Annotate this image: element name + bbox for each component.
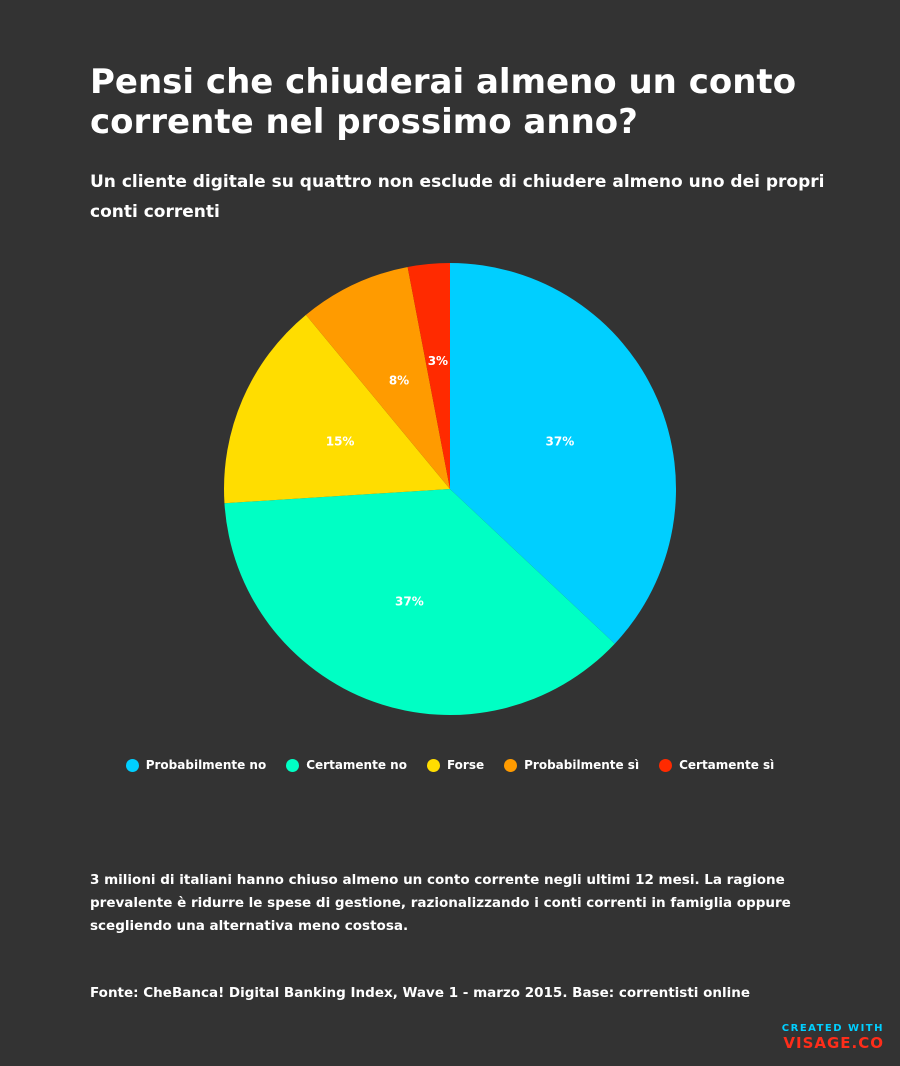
pie-slice-1[interactable] bbox=[224, 489, 615, 716]
pie-label-1: 37% bbox=[395, 595, 424, 609]
pie-slice-3[interactable] bbox=[305, 267, 450, 489]
legend-item-0[interactable]: Probabilmente no bbox=[125, 758, 267, 772]
pie-label-3: 8% bbox=[389, 374, 409, 388]
legend-dot-icon bbox=[426, 758, 440, 772]
chart-title: Pensi che chiuderai almeno un conto corr… bbox=[90, 62, 797, 142]
legend-item-3[interactable]: Probabilmente sì bbox=[504, 758, 639, 772]
pie-chart: 37% 37% 15% 8% 3% bbox=[224, 262, 677, 716]
legend-label: Certamente no bbox=[306, 758, 407, 772]
source-text: Fonte: CheBanca! Digital Banking Index, … bbox=[90, 985, 751, 1001]
legend-item-2[interactable]: Forse bbox=[426, 758, 485, 772]
pie-label-4: 3% bbox=[428, 354, 448, 368]
legend-dot-icon bbox=[286, 758, 300, 772]
legend-dot-icon bbox=[659, 758, 673, 772]
pie-label-0: 37% bbox=[546, 434, 575, 448]
legend-item-4[interactable]: Certamente sì bbox=[659, 758, 774, 772]
pie-label-2: 15% bbox=[326, 434, 355, 448]
legend-dot-icon bbox=[504, 758, 518, 772]
brand-logo[interactable]: CREATED WITH VISAGE.CO bbox=[782, 1024, 884, 1051]
brand-line-1: CREATED WITH bbox=[781, 1023, 884, 1034]
chart-legend: Probabilmente no Certamente no Forse Probab… bbox=[0, 758, 900, 772]
pie-slice-4[interactable] bbox=[407, 262, 450, 489]
pie-slice-2[interactable] bbox=[224, 314, 450, 504]
legend-label: Probabilmente no bbox=[145, 758, 267, 772]
legend-label: Certamente sì bbox=[679, 758, 775, 772]
brand-line-2: VISAGE.CO bbox=[783, 1034, 884, 1052]
chart-subtitle: Un cliente digitale su quattro non esclu… bbox=[90, 172, 825, 222]
legend-label: Forse bbox=[446, 758, 485, 772]
pie-slice-0[interactable] bbox=[450, 263, 677, 644]
legend-item-1[interactable]: Certamente no bbox=[286, 758, 407, 772]
legend-label: Probabilmente sì bbox=[524, 758, 640, 772]
note-text: 3 milioni di italiani hanno chiuso almen… bbox=[90, 872, 791, 934]
legend-dot-icon bbox=[125, 758, 139, 772]
